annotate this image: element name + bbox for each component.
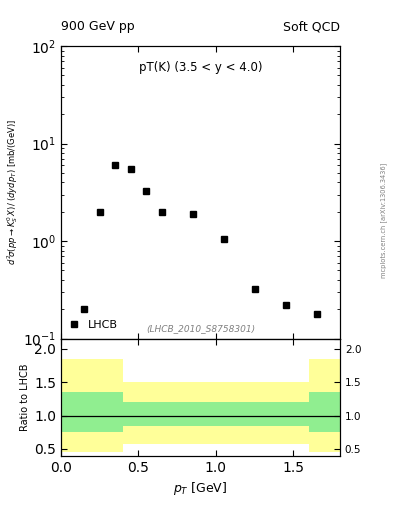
Text: Soft QCD: Soft QCD — [283, 20, 340, 33]
Text: pT(K) (3.5 < y < 4.0): pT(K) (3.5 < y < 4.0) — [139, 61, 262, 74]
Legend: LHCB: LHCB — [66, 316, 121, 333]
Text: 900 GeV pp: 900 GeV pp — [61, 20, 134, 33]
Y-axis label: Ratio to LHCB: Ratio to LHCB — [20, 364, 30, 431]
X-axis label: $p_T$ [GeV]: $p_T$ [GeV] — [173, 480, 228, 497]
Text: (LHCB_2010_S8758301): (LHCB_2010_S8758301) — [146, 324, 255, 333]
Text: mcplots.cern.ch [arXiv:1306.3436]: mcplots.cern.ch [arXiv:1306.3436] — [380, 162, 387, 278]
Y-axis label: $d^2\!\sigma(pp{\rightarrow}K^0_S\,X)\,/\,(dydp_T)\ [\mathrm{mb/(GeV)}]$: $d^2\!\sigma(pp{\rightarrow}K^0_S\,X)\,/… — [5, 119, 20, 265]
